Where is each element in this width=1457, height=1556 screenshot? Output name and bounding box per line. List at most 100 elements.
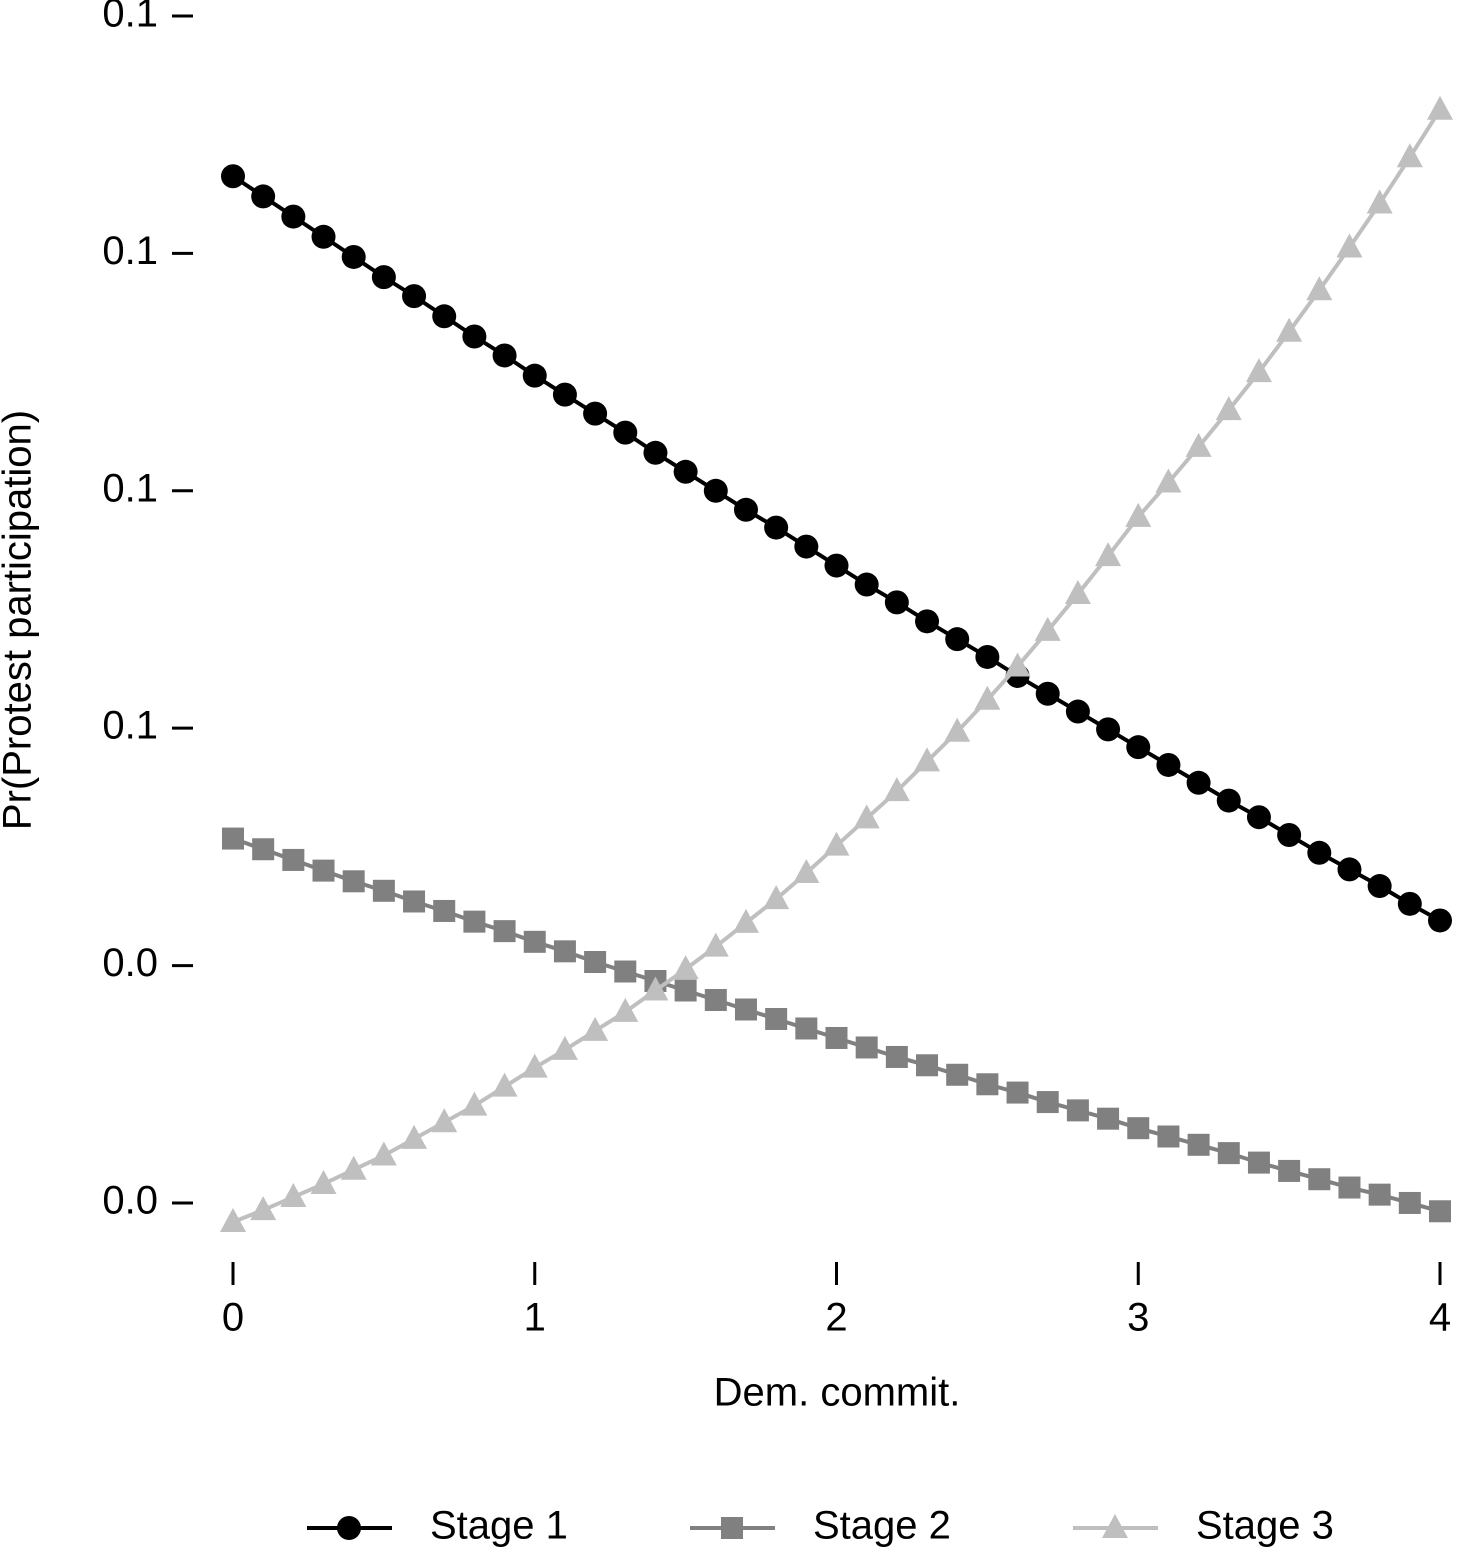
data-point <box>522 363 547 388</box>
data-point <box>462 324 487 349</box>
data-point <box>312 859 335 882</box>
data-point <box>1127 1117 1150 1140</box>
data-point <box>1307 840 1332 865</box>
data-point <box>1337 857 1362 882</box>
data-point <box>642 976 669 1001</box>
data-point <box>1155 468 1182 493</box>
data-point <box>1245 358 1272 383</box>
data-point <box>251 184 276 209</box>
data-point <box>1306 276 1333 301</box>
series-line <box>232 108 1442 1224</box>
data-point <box>763 885 790 910</box>
data-point <box>1187 1133 1210 1156</box>
legend-label: Stage 3 <box>1196 1504 1334 1548</box>
data-point <box>551 1035 578 1060</box>
data-point <box>643 440 668 465</box>
data-point <box>795 1017 818 1040</box>
data-point <box>853 804 880 829</box>
data-point <box>463 910 486 933</box>
data-point <box>733 497 758 522</box>
data-point <box>1035 681 1060 706</box>
data-point <box>1126 735 1151 760</box>
data-point <box>1366 189 1393 214</box>
data-point <box>1064 580 1091 605</box>
data-point <box>1185 432 1212 457</box>
data-point <box>584 951 607 974</box>
data-point <box>492 343 517 368</box>
data-point <box>310 1169 337 1194</box>
data-point <box>1247 1151 1270 1174</box>
data-point <box>612 997 639 1022</box>
data-point <box>341 244 366 269</box>
y-tick-label: 0.1 <box>102 466 158 510</box>
data-point <box>672 955 699 980</box>
data-point <box>222 827 244 850</box>
data-point <box>372 879 395 902</box>
data-point <box>1338 1176 1361 1199</box>
data-point <box>250 1196 277 1221</box>
data-point <box>764 515 789 540</box>
data-point <box>976 1073 999 1096</box>
data-point <box>523 930 546 953</box>
data-point <box>1065 699 1090 724</box>
data-point <box>945 627 970 652</box>
data-point <box>402 284 427 309</box>
data-point <box>342 870 365 893</box>
x-tick-label: 3 <box>1127 1296 1149 1340</box>
data-point <box>885 1045 908 1068</box>
data-point <box>1096 717 1121 742</box>
data-point <box>340 1155 367 1180</box>
data-point <box>1396 143 1423 168</box>
data-point <box>1125 502 1152 527</box>
x-axis-label: Dem. commit. <box>714 1371 961 1415</box>
data-point <box>1156 752 1181 777</box>
data-point <box>1217 1142 1240 1165</box>
data-point <box>371 265 396 290</box>
data-point <box>765 1007 788 1030</box>
data-point <box>1427 95 1453 120</box>
data-point <box>461 1091 488 1116</box>
legend-label: Stage 1 <box>430 1504 568 1548</box>
x-tick-label: 0 <box>222 1296 244 1340</box>
data-point <box>583 401 608 426</box>
data-point <box>824 553 849 578</box>
data-point <box>916 1054 939 1077</box>
data-point <box>1308 1168 1331 1191</box>
legend-marker <box>1102 1514 1128 1538</box>
data-point <box>553 940 576 963</box>
data-point <box>1277 823 1302 848</box>
data-point <box>673 459 698 484</box>
data-point <box>1367 874 1392 899</box>
legend-marker <box>337 1516 361 1540</box>
y-tick-label: 0.1 <box>102 704 158 748</box>
data-point <box>1006 1081 1029 1104</box>
data-point <box>252 838 275 861</box>
data-point <box>702 932 729 957</box>
data-point <box>431 1108 458 1133</box>
data-point <box>674 979 697 1002</box>
data-point <box>884 590 909 615</box>
data-point <box>433 899 456 922</box>
data-point <box>793 858 820 883</box>
x-tick-label: 1 <box>524 1296 546 1340</box>
x-tick-label: 2 <box>825 1296 847 1340</box>
legend-marker <box>721 1517 743 1539</box>
data-point <box>491 1072 518 1097</box>
data-point <box>914 747 941 772</box>
data-point <box>403 890 426 913</box>
data-point <box>703 478 728 503</box>
data-point <box>1397 891 1422 916</box>
data-point <box>1429 1200 1451 1223</box>
data-point <box>1095 542 1122 567</box>
data-point <box>493 920 516 943</box>
data-point <box>220 1207 246 1232</box>
data-point <box>401 1124 428 1149</box>
data-point <box>823 831 850 856</box>
data-point <box>521 1053 548 1078</box>
y-tick-label: 0.1 <box>102 0 158 36</box>
data-point <box>1004 652 1031 677</box>
data-point <box>915 609 940 634</box>
data-point <box>883 777 910 802</box>
data-point <box>855 1036 878 1059</box>
